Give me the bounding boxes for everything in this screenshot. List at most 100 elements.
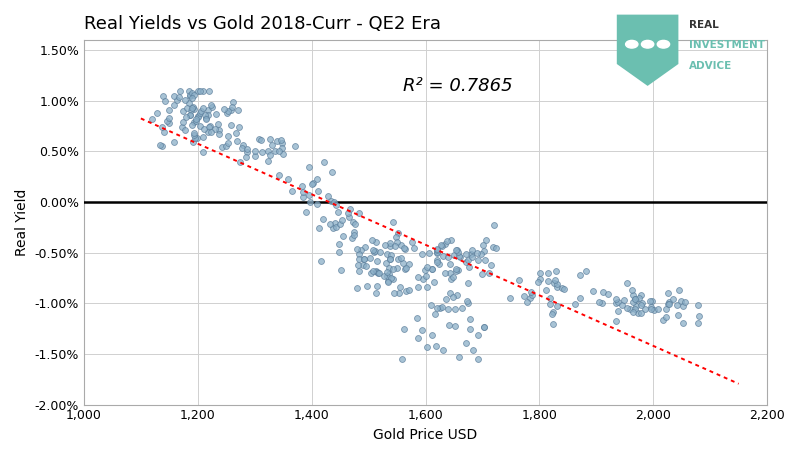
Point (396, 355, 409, 362)
Point (353, 210, 366, 217)
Point (386, 275, 399, 282)
Point (385, 274, 398, 282)
Point (265, 141, 278, 149)
Point (150, 109, 163, 117)
Point (334, 266, 347, 273)
Point (394, 241, 407, 248)
Point (385, 251, 398, 259)
Point (421, 263, 434, 270)
Point (183, 111, 196, 118)
Point (678, 298, 691, 305)
Point (524, 294, 537, 302)
Point (186, 121, 198, 128)
Point (328, 219, 341, 226)
Point (325, 198, 338, 205)
Point (182, 99, 195, 106)
Point (197, 133, 210, 141)
Point (388, 290, 401, 297)
Point (551, 284, 564, 291)
Text: Real Yields vs Gold 2018-Curr - QE2 Era: Real Yields vs Gold 2018-Curr - QE2 Era (84, 15, 441, 33)
Point (542, 277, 554, 285)
Point (437, 346, 450, 354)
Point (162, 114, 175, 122)
Point (662, 289, 675, 297)
Text: REAL: REAL (689, 20, 718, 30)
Point (644, 297, 657, 304)
Point (397, 260, 410, 267)
Point (282, 175, 294, 183)
Point (299, 208, 312, 216)
Point (480, 237, 493, 244)
Point (450, 268, 462, 275)
Point (546, 320, 559, 327)
Point (620, 304, 633, 311)
Point (534, 270, 546, 277)
Point (482, 269, 495, 276)
Point (187, 129, 200, 137)
Point (379, 259, 392, 266)
Point (629, 296, 642, 303)
Point (178, 97, 191, 104)
Point (186, 104, 198, 112)
Point (398, 325, 410, 333)
Circle shape (626, 40, 638, 48)
Point (392, 255, 405, 262)
Point (289, 143, 302, 150)
Point (200, 115, 213, 122)
Point (155, 142, 168, 149)
Point (451, 248, 464, 255)
Point (349, 221, 362, 228)
Circle shape (658, 40, 670, 48)
Point (318, 159, 330, 166)
Point (236, 142, 249, 149)
Point (424, 302, 437, 309)
Point (466, 253, 478, 260)
Point (390, 238, 403, 245)
Point (645, 305, 658, 313)
Point (154, 141, 166, 149)
Point (371, 282, 384, 290)
Point (662, 298, 675, 305)
Point (453, 353, 466, 361)
Point (430, 342, 443, 350)
Point (276, 139, 289, 146)
Point (273, 148, 286, 155)
Point (392, 290, 405, 297)
Point (270, 138, 283, 145)
Point (525, 291, 538, 298)
Point (379, 241, 392, 249)
Point (677, 319, 690, 326)
Point (168, 138, 181, 145)
Point (184, 112, 197, 119)
Point (205, 102, 218, 109)
Point (544, 295, 557, 302)
Point (146, 115, 158, 122)
Point (660, 305, 673, 313)
Point (303, 191, 316, 199)
Point (202, 128, 214, 136)
Point (430, 245, 443, 253)
Point (445, 275, 458, 282)
Point (180, 113, 193, 121)
Point (546, 310, 558, 318)
Point (262, 147, 274, 154)
Point (383, 243, 396, 250)
Point (327, 199, 340, 206)
Point (346, 235, 358, 242)
Point (470, 250, 483, 257)
Point (202, 123, 215, 130)
Point (462, 300, 474, 307)
Point (611, 298, 624, 305)
Point (189, 135, 202, 142)
Point (370, 290, 383, 297)
Point (303, 198, 316, 206)
Point (215, 143, 228, 150)
Point (631, 310, 644, 317)
Point (167, 101, 180, 108)
Point (406, 239, 419, 246)
Point (673, 287, 686, 294)
Point (548, 279, 561, 287)
Text: R² = 0.7865: R² = 0.7865 (402, 77, 512, 95)
Point (518, 292, 530, 299)
Point (408, 244, 421, 251)
